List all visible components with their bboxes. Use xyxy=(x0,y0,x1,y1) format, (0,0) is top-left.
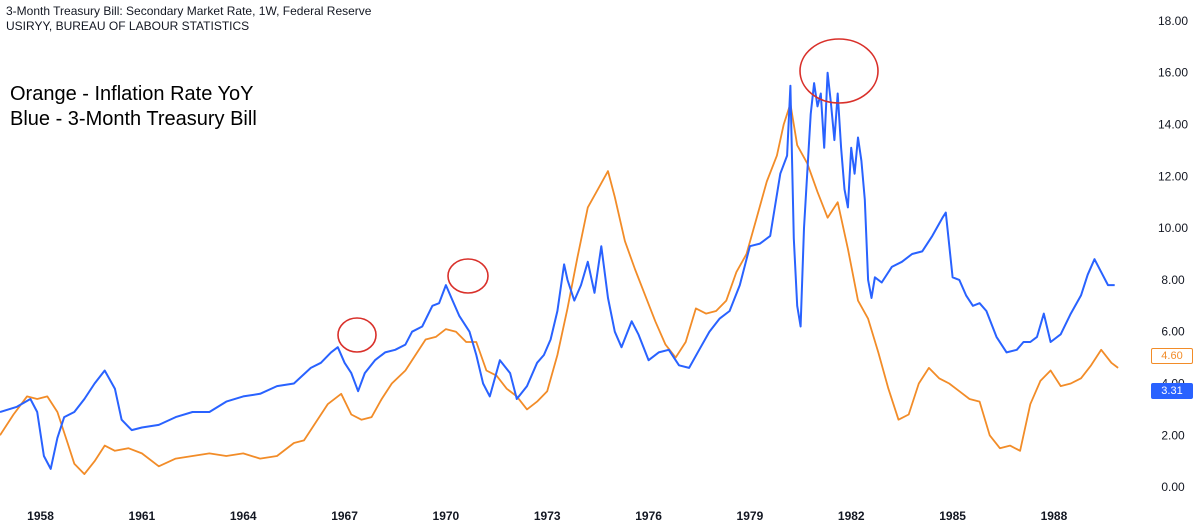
x-tick-label: 1964 xyxy=(230,509,257,523)
inflation-series-line xyxy=(0,102,1119,475)
x-axis: 1958 1961 1964 1967 1970 1973 1976 1979 1982 1985… xyxy=(27,509,1067,523)
y-tick-label: 14.00 xyxy=(1158,118,1188,132)
x-tick-label: 1967 xyxy=(331,509,358,523)
chart-subtitle: USIRYY, BUREAU OF LABOUR STATISTICS xyxy=(6,19,250,33)
x-tick-label: 1979 xyxy=(737,509,764,523)
y-tick-label: 12.00 xyxy=(1158,169,1188,183)
x-tick-label: 1976 xyxy=(635,509,662,523)
y-tick-label: 6.00 xyxy=(1161,325,1185,339)
x-tick-label: 1988 xyxy=(1041,509,1068,523)
highlight-circles xyxy=(337,38,879,353)
x-tick-label: 1982 xyxy=(838,509,865,523)
annotation-line-orange: Orange - Inflation Rate YoY xyxy=(10,83,254,105)
highlight-circle-1980 xyxy=(799,38,879,104)
chart-title: 3-Month Treasury Bill: Secondary Market … xyxy=(6,4,372,18)
y-tick-label: 16.00 xyxy=(1158,66,1188,80)
chart-header: 3-Month Treasury Bill: Secondary Market … xyxy=(6,4,371,34)
y-tick-label: 18.00 xyxy=(1158,14,1188,28)
x-tick-label: 1970 xyxy=(433,509,460,523)
x-tick-label: 1973 xyxy=(534,509,561,523)
annotation-line-blue: Blue - 3-Month Treasury Bill xyxy=(10,108,257,130)
tbill-series-line xyxy=(0,71,1115,470)
legend-annotation: Orange - Inflation Rate YoY Blue - 3-Mon… xyxy=(10,82,257,132)
inflation-last-value-badge: 4.60 xyxy=(1151,348,1193,364)
y-tick-label: 8.00 xyxy=(1161,273,1185,287)
x-tick-label: 1985 xyxy=(939,509,966,523)
highlight-circle-1970 xyxy=(447,258,489,294)
y-axis: 0.002.004.006.008.0010.0012.0014.0016.00… xyxy=(1158,14,1188,494)
highlight-circle-1967 xyxy=(337,317,377,353)
tbill-last-value-badge: 3.31 xyxy=(1151,383,1193,399)
y-tick-label: 2.00 xyxy=(1161,428,1185,442)
y-tick-label: 10.00 xyxy=(1158,221,1188,235)
x-tick-label: 1961 xyxy=(129,509,156,523)
plot-area xyxy=(0,71,1119,475)
x-tick-label: 1958 xyxy=(27,509,54,523)
y-tick-label: 0.00 xyxy=(1161,480,1185,494)
